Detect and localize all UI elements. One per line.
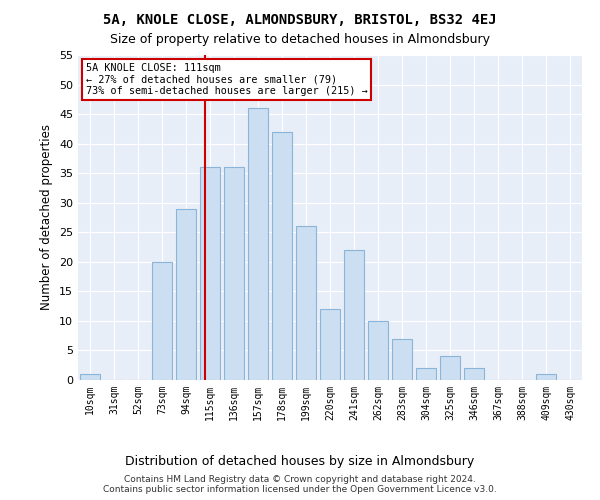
Bar xyxy=(440,356,460,380)
Bar xyxy=(224,168,244,380)
Bar xyxy=(536,374,556,380)
Bar xyxy=(248,108,268,380)
Text: 5A KNOLE CLOSE: 111sqm
← 27% of detached houses are smaller (79)
73% of semi-det: 5A KNOLE CLOSE: 111sqm ← 27% of detached… xyxy=(86,63,367,96)
Bar xyxy=(176,208,196,380)
Text: 5A, KNOLE CLOSE, ALMONDSBURY, BRISTOL, BS32 4EJ: 5A, KNOLE CLOSE, ALMONDSBURY, BRISTOL, B… xyxy=(103,12,497,26)
Bar xyxy=(80,374,100,380)
Bar xyxy=(344,250,364,380)
Bar xyxy=(416,368,436,380)
Text: Size of property relative to detached houses in Almondsbury: Size of property relative to detached ho… xyxy=(110,32,490,46)
Bar xyxy=(464,368,484,380)
Text: Contains public sector information licensed under the Open Government Licence v3: Contains public sector information licen… xyxy=(103,486,497,494)
Text: Contains HM Land Registry data © Crown copyright and database right 2024.: Contains HM Land Registry data © Crown c… xyxy=(124,476,476,484)
Text: Distribution of detached houses by size in Almondsbury: Distribution of detached houses by size … xyxy=(125,455,475,468)
Bar xyxy=(200,168,220,380)
Y-axis label: Number of detached properties: Number of detached properties xyxy=(40,124,53,310)
Bar xyxy=(392,338,412,380)
Bar xyxy=(296,226,316,380)
Bar xyxy=(152,262,172,380)
Bar xyxy=(272,132,292,380)
Bar xyxy=(320,309,340,380)
Bar xyxy=(368,321,388,380)
